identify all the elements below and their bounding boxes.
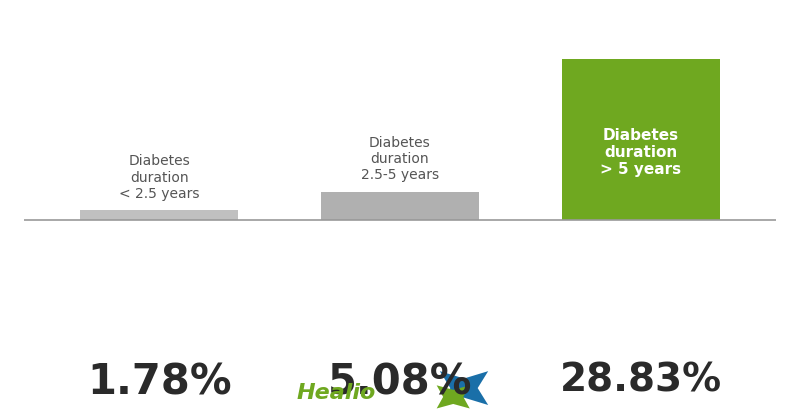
Text: Diabetes
duration
< 2.5 years: Diabetes duration < 2.5 years (119, 155, 200, 201)
Bar (321, 192, 479, 220)
Text: 28.83%: 28.83% (559, 361, 722, 399)
Text: Diabetes
duration
2.5-5 years: Diabetes duration 2.5-5 years (361, 136, 439, 182)
Polygon shape (437, 385, 470, 409)
Polygon shape (440, 371, 488, 405)
Text: 1.78%: 1.78% (87, 361, 232, 403)
Text: 5.08%: 5.08% (328, 361, 472, 403)
Bar (80, 210, 238, 220)
Bar (562, 60, 719, 220)
Text: Diabetes
duration
> 5 years: Diabetes duration > 5 years (600, 128, 682, 177)
Text: Healio: Healio (296, 383, 376, 403)
Text: Prevalence of diabetic retinopathy in pediatric type 2 diabetes: Prevalence of diabetic retinopathy in pe… (54, 21, 746, 40)
